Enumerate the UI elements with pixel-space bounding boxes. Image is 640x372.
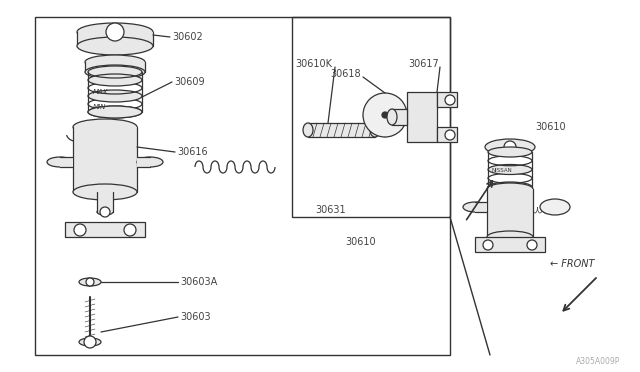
Text: 30603: 30603 — [180, 312, 211, 322]
Ellipse shape — [73, 184, 137, 200]
Bar — [35, 17, 450, 355]
Bar — [65, 222, 145, 237]
Ellipse shape — [100, 207, 110, 217]
Text: 30610: 30610 — [345, 237, 376, 247]
Ellipse shape — [77, 23, 153, 41]
Ellipse shape — [370, 123, 380, 137]
Ellipse shape — [540, 199, 570, 215]
Bar — [77, 32, 153, 46]
Bar — [97, 192, 113, 212]
Ellipse shape — [487, 231, 533, 243]
Ellipse shape — [73, 119, 137, 135]
Text: ← FRONT: ← FRONT — [550, 259, 595, 269]
Text: NISSAN: NISSAN — [492, 167, 513, 173]
Bar — [85, 62, 145, 72]
Ellipse shape — [79, 278, 101, 286]
Ellipse shape — [77, 37, 153, 55]
Text: 30609: 30609 — [174, 77, 205, 87]
Bar — [437, 92, 457, 107]
Ellipse shape — [488, 182, 532, 192]
Bar — [73, 127, 137, 192]
Ellipse shape — [445, 130, 455, 140]
Text: 30631: 30631 — [315, 205, 346, 215]
Ellipse shape — [86, 278, 94, 286]
Ellipse shape — [88, 106, 142, 118]
Ellipse shape — [88, 74, 142, 86]
Ellipse shape — [463, 202, 487, 212]
Ellipse shape — [303, 123, 313, 137]
Bar — [308, 123, 375, 137]
Ellipse shape — [485, 139, 535, 155]
Text: MIN: MIN — [93, 104, 106, 110]
Text: 30610: 30610 — [535, 122, 566, 132]
Text: MAX: MAX — [93, 89, 109, 95]
Ellipse shape — [363, 93, 407, 137]
Text: A305A009P: A305A009P — [575, 357, 620, 366]
Bar — [475, 202, 487, 212]
Text: 30603A: 30603A — [180, 277, 217, 287]
Text: 30610K: 30610K — [295, 59, 332, 69]
Ellipse shape — [483, 240, 493, 250]
Bar — [60, 157, 73, 167]
Bar — [487, 189, 533, 237]
Ellipse shape — [79, 338, 101, 346]
Bar — [407, 92, 437, 142]
Bar — [475, 237, 545, 252]
Ellipse shape — [382, 112, 388, 118]
Ellipse shape — [488, 164, 532, 174]
Bar — [437, 127, 457, 142]
Text: 30618: 30618 — [330, 69, 360, 79]
Ellipse shape — [47, 157, 73, 167]
Ellipse shape — [106, 23, 124, 41]
Ellipse shape — [124, 224, 136, 236]
Ellipse shape — [445, 95, 455, 105]
Ellipse shape — [137, 157, 163, 167]
Ellipse shape — [487, 183, 533, 195]
Ellipse shape — [97, 209, 113, 215]
Ellipse shape — [85, 65, 145, 79]
Ellipse shape — [504, 141, 516, 153]
Text: 30617: 30617 — [408, 59, 439, 69]
Ellipse shape — [85, 55, 145, 69]
Ellipse shape — [88, 106, 142, 118]
Ellipse shape — [88, 90, 142, 102]
Ellipse shape — [387, 109, 397, 125]
Bar — [392, 109, 407, 125]
Text: 30602: 30602 — [172, 32, 203, 42]
Bar — [292, 17, 450, 217]
Text: 30616: 30616 — [177, 147, 207, 157]
Ellipse shape — [527, 240, 537, 250]
Bar — [137, 157, 150, 167]
Ellipse shape — [74, 224, 86, 236]
Ellipse shape — [488, 147, 532, 157]
Ellipse shape — [84, 336, 96, 348]
